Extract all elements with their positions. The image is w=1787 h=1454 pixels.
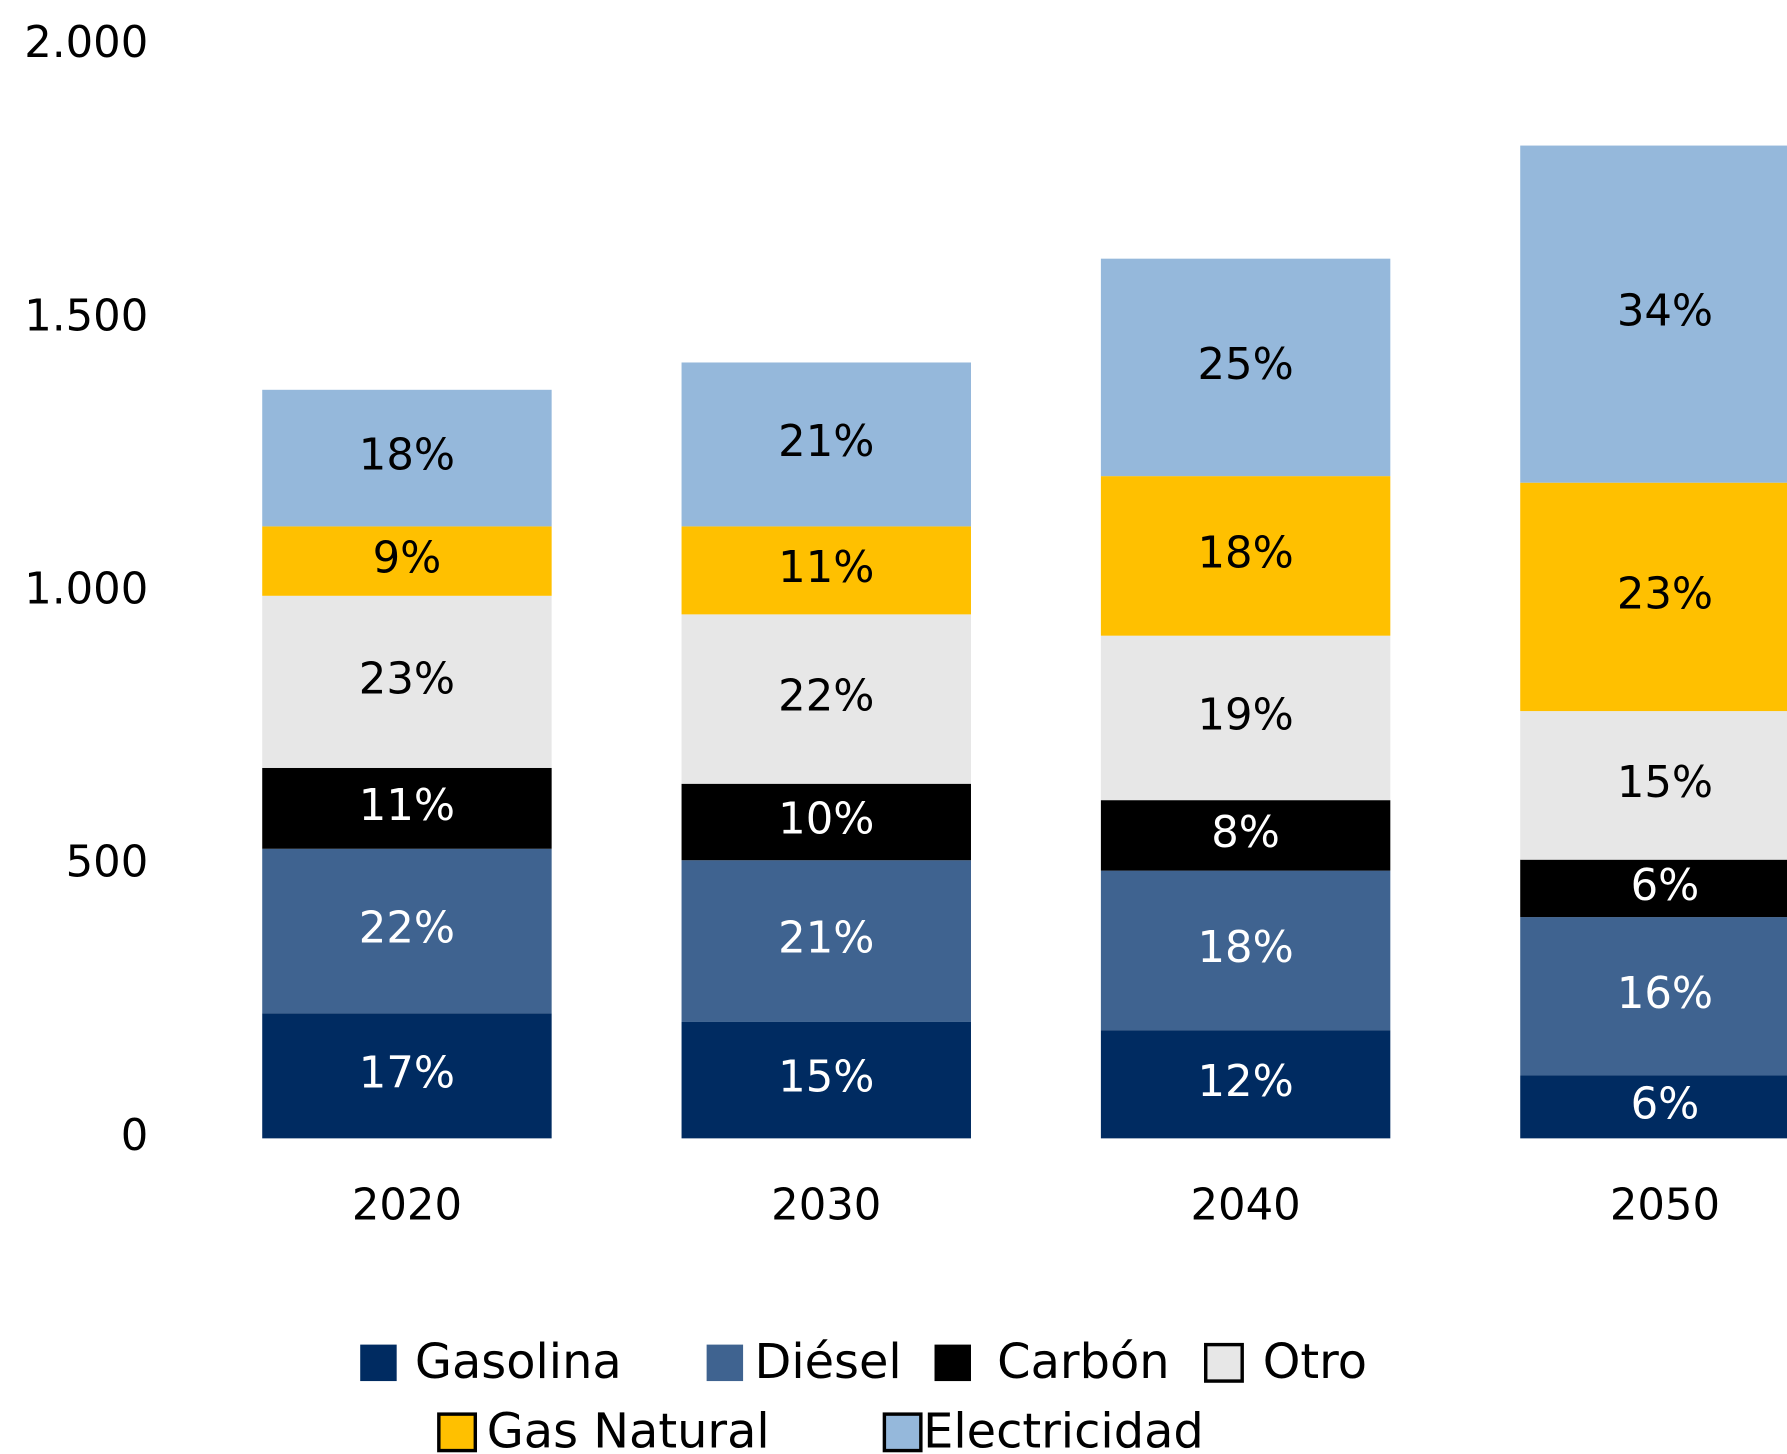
data-label: 22% <box>359 904 455 954</box>
bar-segment <box>1520 1075 1787 1139</box>
data-label: 22% <box>778 672 874 722</box>
legend-marker <box>1204 1342 1244 1383</box>
data-label: 11% <box>359 781 455 831</box>
data-label: 10% <box>778 794 874 844</box>
bar-segment <box>1520 859 1787 918</box>
bar-segment <box>262 389 552 527</box>
data-label: 6% <box>1631 1079 1700 1129</box>
bar-segment <box>1520 482 1787 712</box>
bar-segment <box>681 614 971 784</box>
x-tick-label: 2030 <box>771 1180 881 1230</box>
legend-label: Otro <box>1263 1335 1367 1390</box>
bar-segment <box>681 860 971 1022</box>
legend-marker <box>437 1412 478 1453</box>
data-label: 21% <box>778 417 874 467</box>
y-tick-label: 0 <box>121 1111 149 1161</box>
data-label: 18% <box>359 431 455 481</box>
bar-segment <box>262 526 552 596</box>
y-tick-label: 1.000 <box>24 564 148 614</box>
data-label: 11% <box>778 543 874 593</box>
legend-label: Carbón <box>997 1335 1169 1390</box>
bar-segment <box>262 595 552 768</box>
data-label: 15% <box>778 1053 874 1103</box>
legend-label: Gasolina <box>415 1335 622 1390</box>
y-tick-label: 1.500 <box>24 291 148 341</box>
data-label: 19% <box>1197 690 1293 740</box>
data-label: 15% <box>1617 758 1713 808</box>
data-label: 9% <box>373 534 442 584</box>
data-label: 25% <box>1197 340 1293 390</box>
data-label: 34% <box>1617 287 1713 337</box>
legend-marker <box>882 1412 923 1453</box>
data-label: 18% <box>1197 528 1293 578</box>
bar-segment <box>262 848 552 1014</box>
bar-segment <box>1520 145 1787 483</box>
bar-segment <box>1100 800 1391 871</box>
bar-segment <box>1100 870 1391 1031</box>
data-label: 17% <box>359 1048 455 1098</box>
x-tick-label: 2050 <box>1610 1180 1720 1230</box>
bar-segment <box>262 767 552 849</box>
data-label: 18% <box>1197 923 1293 973</box>
bar-segment <box>1520 917 1787 1076</box>
y-tick-label: 500 <box>66 838 149 888</box>
legend-label: Electricidad <box>923 1405 1204 1454</box>
bar-segment <box>681 362 971 527</box>
legend-label: Diésel <box>754 1335 901 1390</box>
legend-marker <box>360 1344 397 1382</box>
y-tick-label: 2.000 <box>24 18 148 68</box>
data-label: 23% <box>1617 569 1713 619</box>
data-label: 6% <box>1631 861 1700 911</box>
bar-segment <box>681 783 971 861</box>
legend-marker <box>706 1344 744 1382</box>
legend-label: Gas Natural <box>487 1405 770 1454</box>
bar-segment <box>1520 711 1787 860</box>
bar-segment <box>1100 476 1391 636</box>
bar-segment <box>1100 1030 1391 1139</box>
bar-segment <box>1100 635 1391 801</box>
x-tick-label: 2020 <box>352 1180 462 1230</box>
bar-segment <box>681 526 971 615</box>
data-label: 21% <box>778 914 874 964</box>
data-label: 12% <box>1197 1057 1293 1107</box>
x-tick-label: 2040 <box>1191 1180 1301 1230</box>
legend-marker <box>934 1344 971 1382</box>
bar-segment <box>262 1013 552 1139</box>
data-label: 23% <box>359 654 455 704</box>
bar-segment <box>681 1021 971 1139</box>
data-label: 8% <box>1211 808 1280 858</box>
data-label: 16% <box>1617 969 1713 1019</box>
bar-segment <box>1100 258 1391 477</box>
